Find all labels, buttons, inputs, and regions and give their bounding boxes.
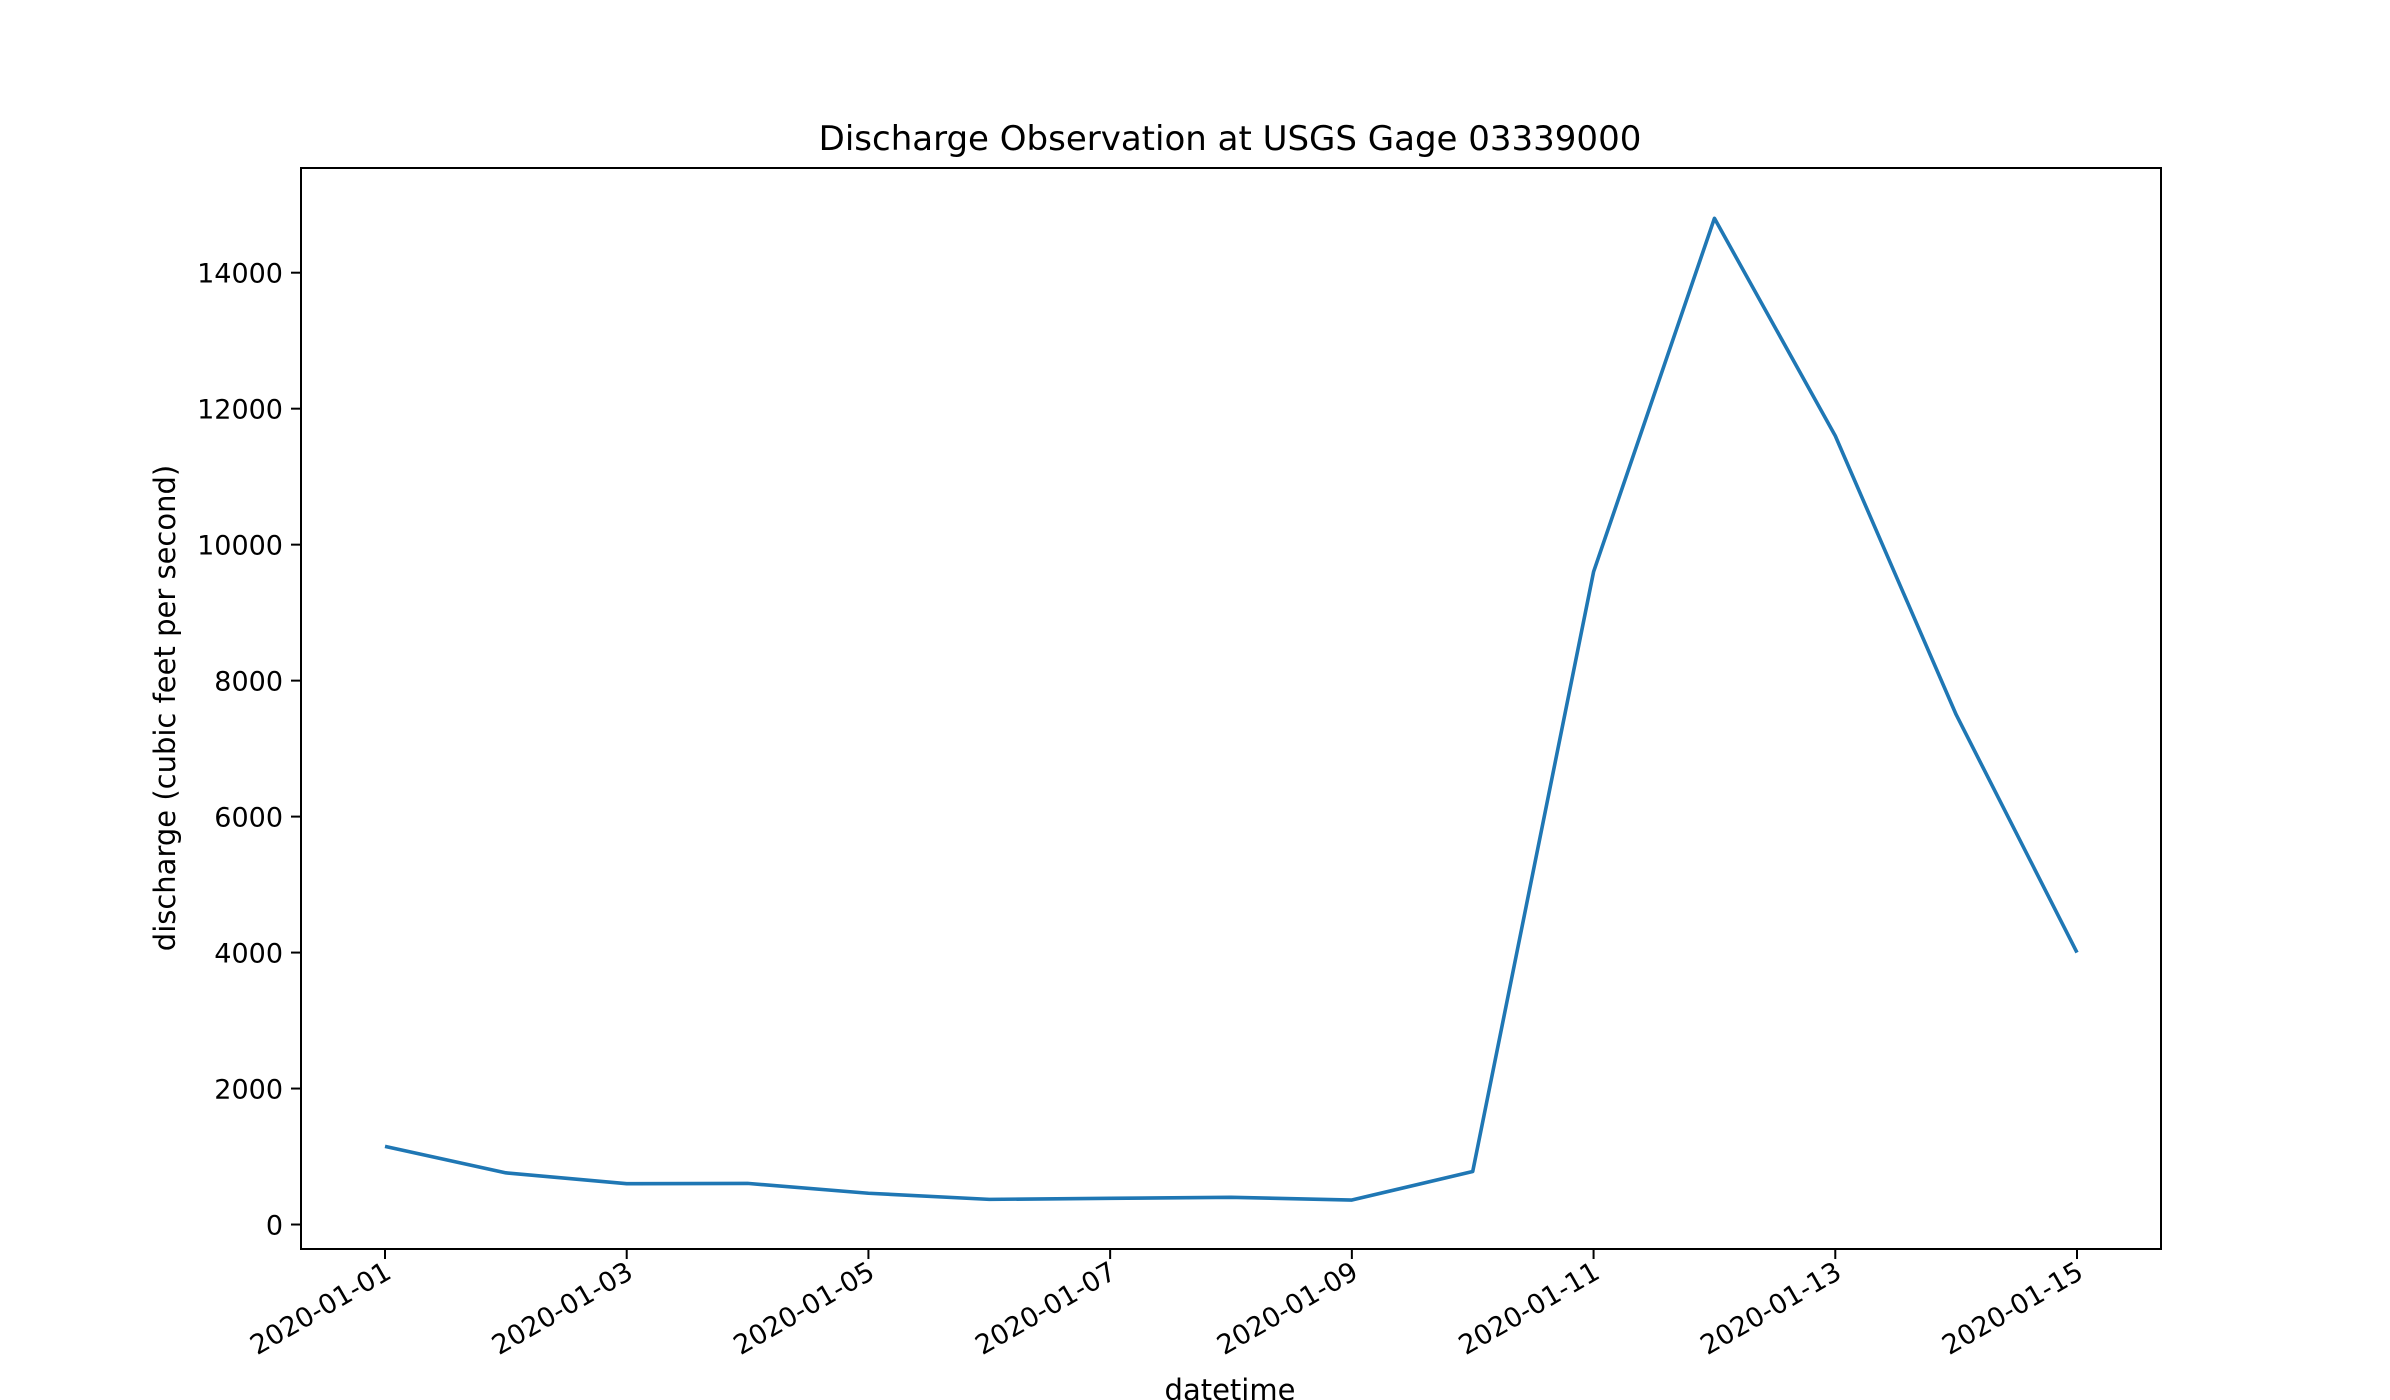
x-tick-label: 2020-01-01	[245, 1256, 396, 1361]
y-tick-label: 6000	[214, 803, 283, 834]
y-tick-label: 12000	[197, 395, 283, 426]
chart-title: Discharge Observation at USGS Gage 03339…	[819, 119, 1642, 159]
y-tick-label: 10000	[197, 531, 283, 562]
x-ticks: 2020-01-01 2020-01-03 2020-01-05 2020-01-07…	[245, 1249, 2089, 1362]
series-lines	[384, 216, 2079, 1202]
x-tick-label: 2020-01-05	[729, 1256, 880, 1361]
x-tick-label: 2020-01-09	[1212, 1256, 1363, 1361]
y-tick-label: 2000	[214, 1075, 283, 1106]
x-tick-label: 2020-01-13	[1695, 1256, 1846, 1361]
x-tick-label: 2020-01-15	[1937, 1256, 2088, 1361]
y-tick-label: 0	[266, 1211, 283, 1242]
x-tick-label: 2020-01-03	[487, 1256, 638, 1361]
y-tick-label: 14000	[197, 259, 283, 290]
x-axis-label: datetime	[1165, 1373, 1296, 1400]
plot-frame	[300, 167, 2162, 1250]
y-tick-label: 8000	[214, 667, 283, 698]
y-tick-label: 4000	[214, 939, 283, 970]
x-tick-label: 2020-01-11	[1454, 1256, 1605, 1361]
series-line-0	[384, 216, 2079, 1202]
x-tick-label: 2020-01-07	[970, 1256, 1121, 1361]
y-ticks: 0 2000 4000 6000 8000 10000 12000 14000	[197, 259, 301, 1242]
y-axis-label: discharge (cubic feet per second)	[148, 465, 182, 951]
